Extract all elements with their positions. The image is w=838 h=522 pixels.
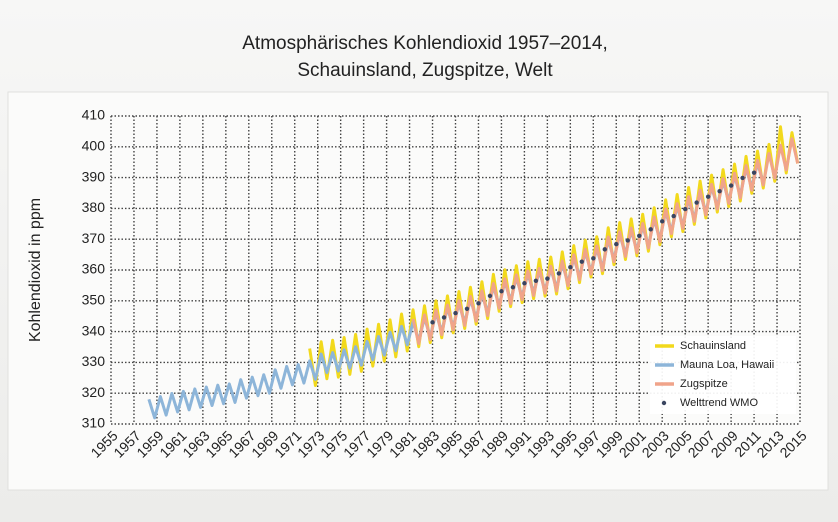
legend-label: Welttrend WMO [680, 397, 758, 409]
y-tick-label: 350 [82, 292, 106, 308]
y-tick-label: 370 [82, 230, 106, 246]
y-tick-label: 390 [82, 168, 106, 184]
data-point [682, 206, 688, 212]
data-point [499, 289, 504, 294]
legend-label: Schauinsland [680, 340, 746, 352]
data-point [694, 200, 699, 205]
data-point [568, 265, 573, 270]
legend-box [650, 336, 796, 414]
plot-panel [7, 91, 829, 491]
data-point [671, 213, 676, 219]
series-line [411, 137, 800, 346]
y-tick-label: 410 [82, 107, 106, 123]
data-point [591, 256, 596, 261]
data-point [430, 320, 435, 325]
y-tick-label: 330 [82, 353, 106, 369]
y-tick-label: 380 [82, 199, 106, 215]
data-point [602, 247, 607, 252]
data-point [464, 306, 470, 312]
legend-label: Mauna Loa, Hawaii [680, 359, 774, 371]
data-point [740, 175, 745, 181]
chart-subtitle: Schauinsland, Zugspitze, Welt [297, 60, 553, 81]
data-point [487, 293, 493, 299]
data-point [751, 170, 757, 175]
y-tick-label: 320 [82, 384, 106, 400]
legend-swatch [661, 400, 667, 406]
y-axis-label: Kohlendioxid in ppm [27, 198, 44, 342]
data-point [717, 188, 722, 194]
data-point [625, 238, 630, 243]
data-point [637, 233, 642, 239]
data-point [533, 278, 539, 283]
data-point [510, 285, 516, 290]
data-point [648, 227, 653, 232]
plot-marks [147, 125, 800, 420]
y-tick-label: 360 [82, 261, 106, 277]
data-point [660, 219, 665, 224]
data-point [453, 310, 458, 316]
data-point [579, 259, 585, 264]
legend-label: Zugspitze [680, 378, 728, 390]
data-point [705, 194, 711, 199]
data-point [545, 276, 550, 281]
data-point [556, 271, 562, 276]
y-tick-label: 310 [82, 415, 106, 431]
data-point [441, 315, 447, 320]
data-point [728, 183, 734, 188]
y-tick-label: 340 [82, 322, 106, 338]
y-tick-label: 400 [82, 138, 106, 154]
chart-title: Atmosphärisches Kohlendioxid 1957–2014, [242, 33, 607, 54]
data-point [522, 281, 527, 286]
data-point [476, 301, 481, 306]
legend: Schauinsland Mauna Loa, Hawaii Zugspitze We… [650, 336, 796, 414]
data-point [614, 241, 619, 247]
